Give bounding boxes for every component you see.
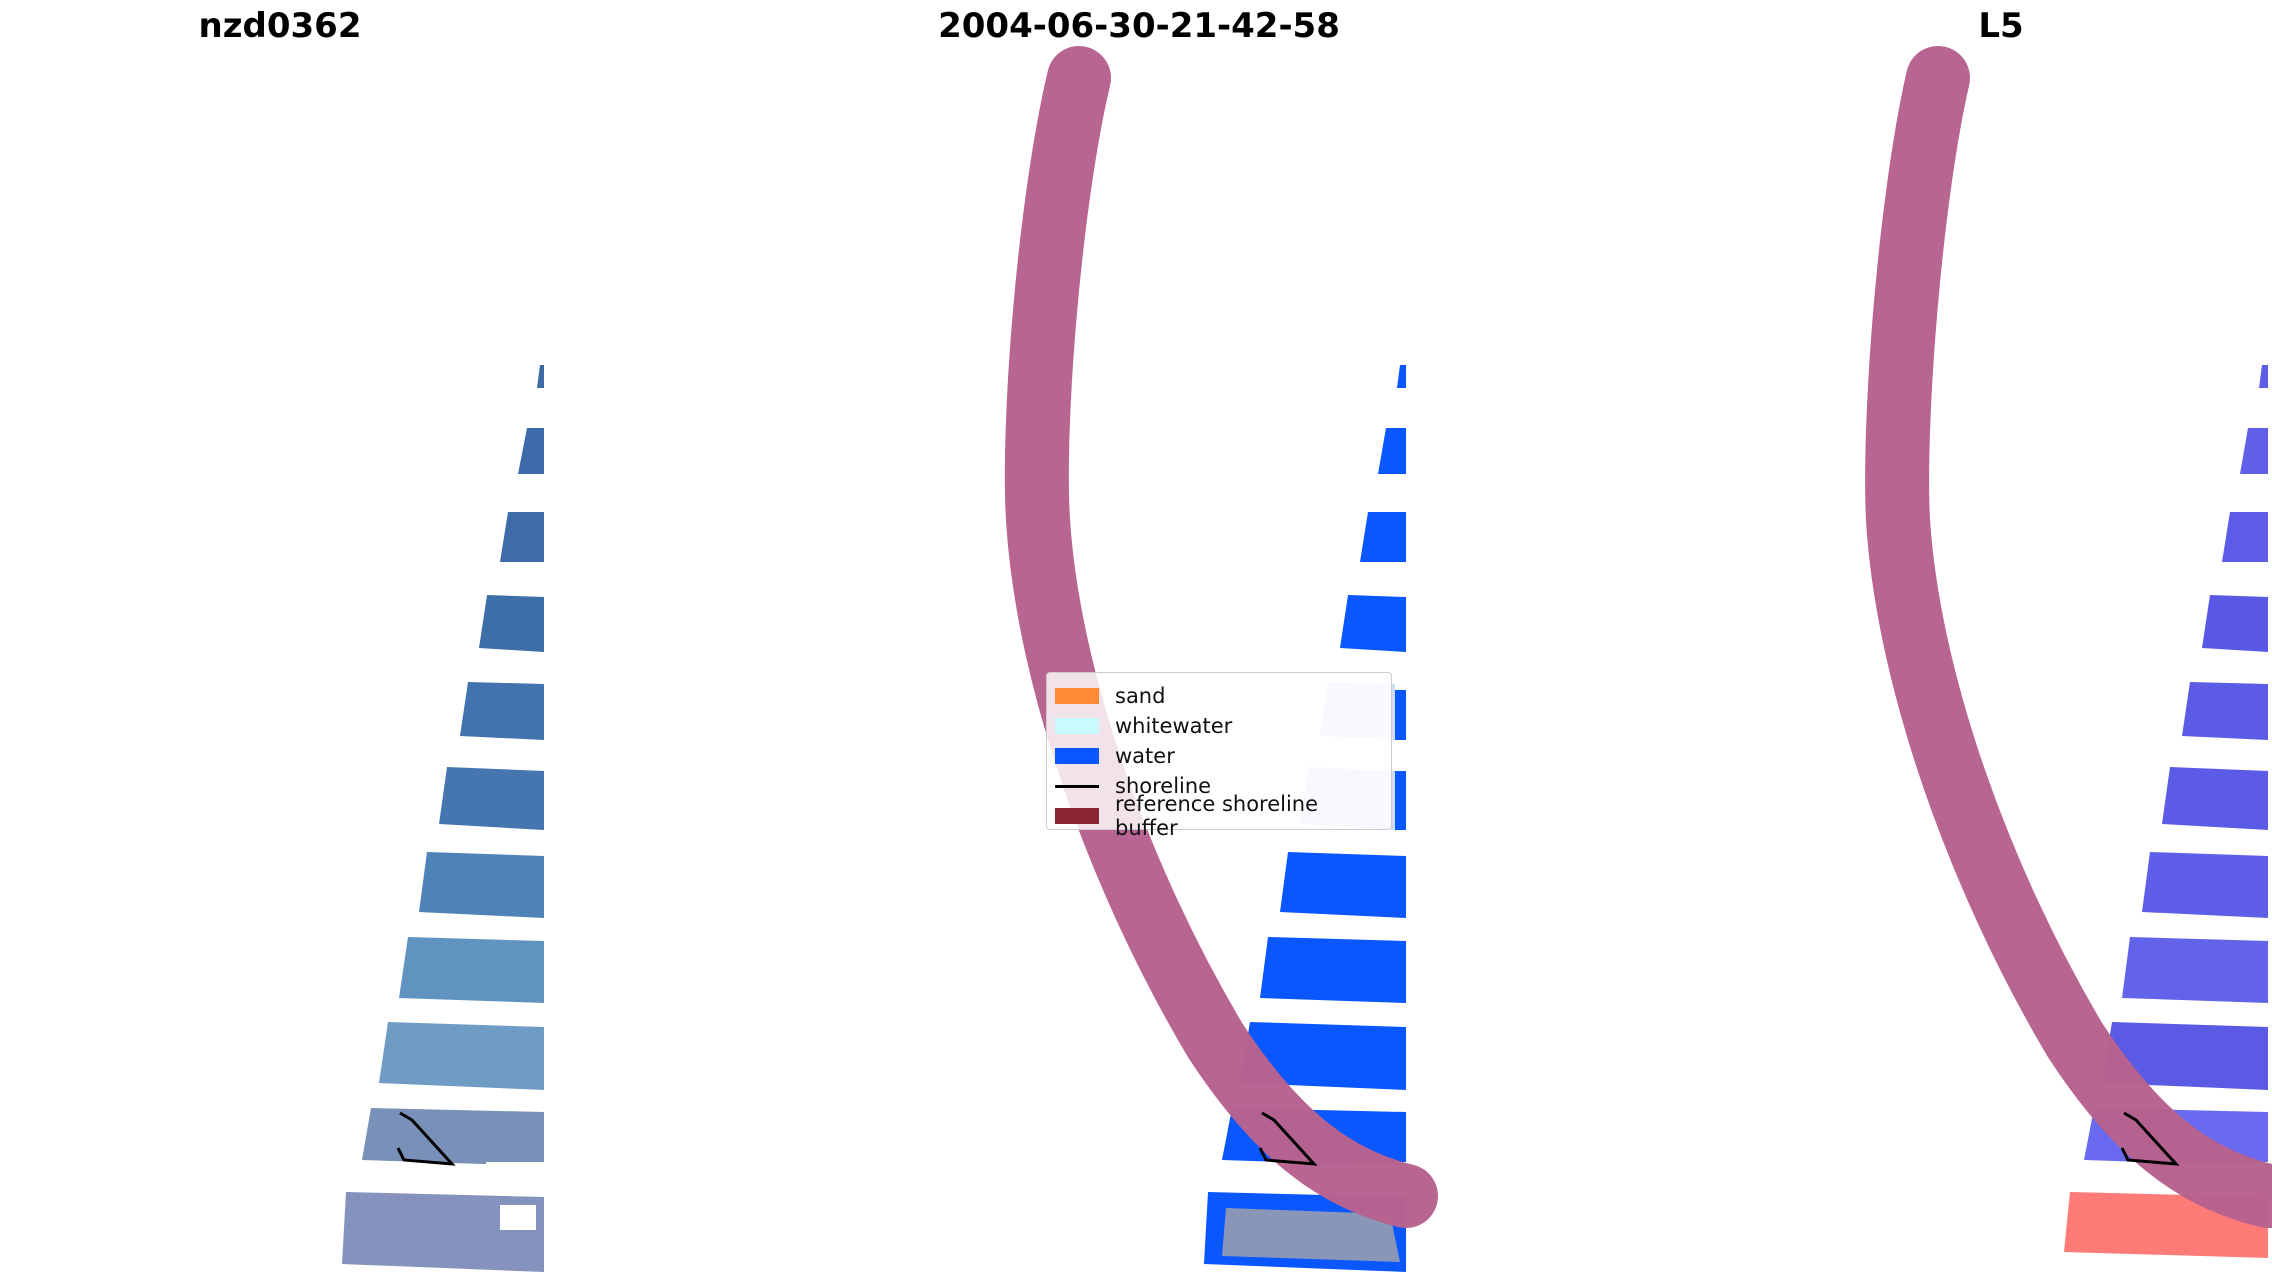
water-strip xyxy=(1280,852,1406,918)
index-panel xyxy=(1865,46,2272,1258)
index-strip xyxy=(2122,937,2268,1003)
legend-item-sand: sand xyxy=(1055,681,1383,711)
legend-item-buffer: reference shoreline buffer xyxy=(1055,792,1383,840)
legend-swatch xyxy=(1055,748,1099,764)
image-strip xyxy=(479,595,544,652)
index-strip xyxy=(2142,852,2268,918)
image-strip xyxy=(439,767,544,830)
legend-item-water: water xyxy=(1055,741,1383,771)
water-strip xyxy=(1260,937,1406,1003)
legend-label: shoreline xyxy=(1115,774,1212,798)
index-strip xyxy=(2259,365,2268,388)
panel-title-index: L5 xyxy=(1978,6,2024,46)
panel-title-rgb: nzd0362 xyxy=(198,6,362,46)
legend-label: sand xyxy=(1115,684,1166,708)
shoreline-trace xyxy=(2120,1111,2180,1166)
legend-item-shoreline: shoreline xyxy=(1055,771,1383,801)
water-strip xyxy=(1240,1022,1406,1090)
index-strip xyxy=(2102,1022,2268,1090)
legend-label: water xyxy=(1115,744,1175,768)
image-strip xyxy=(518,428,544,474)
water-strip xyxy=(1360,512,1406,562)
water-strip xyxy=(1395,771,1406,830)
image-strip xyxy=(419,852,544,918)
image-strip xyxy=(537,365,544,388)
panel-title-classified: 2004-06-30-21-42-58 xyxy=(938,6,1340,46)
legend-line-swatch xyxy=(1055,778,1099,794)
image-strip xyxy=(342,1192,544,1272)
no-data-gap xyxy=(500,1205,536,1230)
legend: sand whitewater water shoreline referenc… xyxy=(1046,672,1392,840)
water-strip xyxy=(1340,595,1406,652)
legend-swatch xyxy=(1055,808,1099,824)
water-strip xyxy=(1378,428,1406,474)
shoreline-trace xyxy=(396,1111,456,1166)
index-strip xyxy=(2222,512,2268,562)
index-strip xyxy=(2240,428,2268,474)
image-strip xyxy=(362,1108,544,1166)
image-strip xyxy=(379,1022,544,1090)
image-strip xyxy=(460,682,544,740)
image-strip xyxy=(399,937,544,1003)
index-strip xyxy=(2182,682,2268,740)
no-data-gap xyxy=(486,1162,544,1184)
legend-label: whitewater xyxy=(1115,714,1233,738)
water-strip xyxy=(1397,365,1406,388)
shoreline-trace xyxy=(1258,1111,1318,1166)
legend-swatch xyxy=(1055,718,1099,734)
index-strip xyxy=(2162,767,2268,830)
legend-swatch xyxy=(1055,688,1099,704)
index-strip xyxy=(2202,595,2268,652)
image-patch xyxy=(1222,1208,1400,1262)
legend-item-whitewater: whitewater xyxy=(1055,711,1383,741)
rgb-image-panel xyxy=(342,365,544,1272)
image-strip xyxy=(500,512,544,562)
legend-label: reference shoreline buffer xyxy=(1115,792,1319,840)
reference-shoreline-buffer xyxy=(1865,46,2272,1228)
water-strip xyxy=(1395,690,1406,740)
